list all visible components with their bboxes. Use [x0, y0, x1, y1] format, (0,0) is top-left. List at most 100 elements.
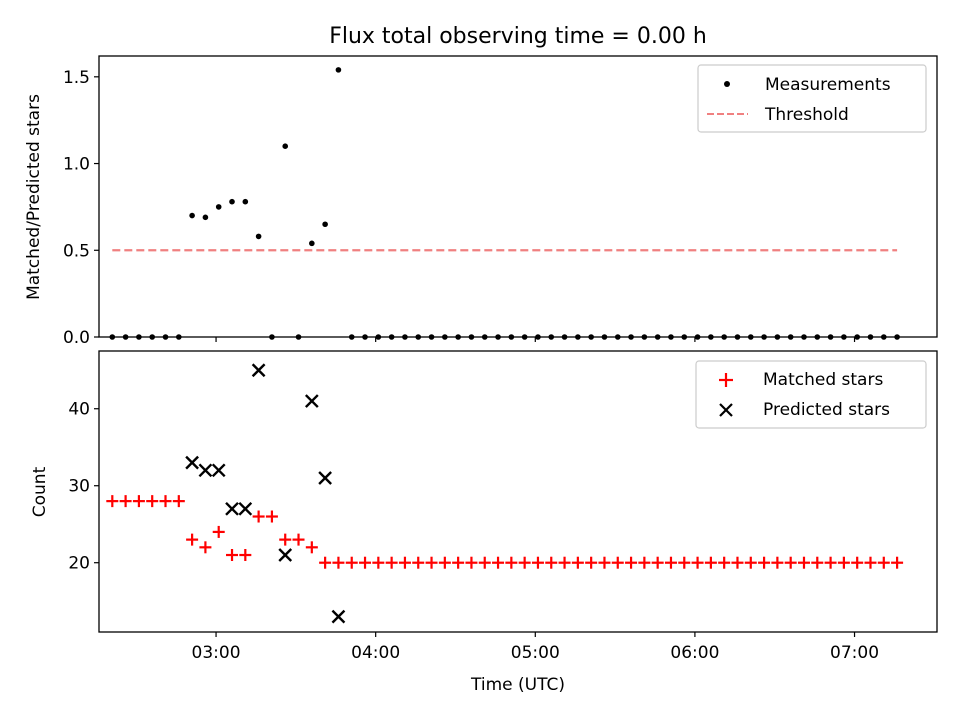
matched-star-point — [598, 556, 611, 569]
matched-star-point — [571, 556, 584, 569]
top-legend: Measurements Threshold — [697, 64, 927, 133]
measurement-point — [202, 214, 209, 221]
bottom-legend: Matched stars Predicted stars — [695, 360, 927, 429]
legend-predicted-marker — [719, 403, 733, 417]
matched-star-point — [106, 495, 119, 508]
matched-star-point — [252, 510, 265, 523]
measurement-point — [255, 233, 262, 240]
top-ytick-label: 1.0 — [63, 155, 90, 175]
matched-star-point — [372, 556, 385, 569]
matched-star-point — [744, 556, 757, 569]
matched-star-point — [704, 556, 717, 569]
matched-star-point — [651, 556, 664, 569]
matched-star-point — [398, 556, 411, 569]
legend-measurements-marker — [724, 81, 730, 87]
bottom-ytick-label: 40 — [68, 400, 90, 420]
top-ticks: 0.0 0.5 1.0 1.5 — [63, 68, 856, 348]
matched-star-point — [212, 525, 225, 538]
matched-star-point — [279, 533, 292, 546]
matched-star-point — [159, 495, 172, 508]
matched-star-point — [718, 556, 731, 569]
matched-star-point — [172, 495, 185, 508]
matched-star-point — [558, 556, 571, 569]
measurement-point — [335, 67, 342, 73]
bottom-xtick-label: 04:00 — [351, 643, 400, 663]
predicted-star-point — [304, 394, 319, 408]
matched-star-point — [824, 556, 837, 569]
top-panel: 0.0 0.5 1.0 1.5 Matched/Predicted stars Mea… — [24, 55, 938, 348]
matched-star-point — [531, 556, 544, 569]
matched-star-point — [199, 541, 212, 554]
matched-star-point — [625, 556, 638, 569]
measurement-point — [229, 198, 235, 205]
predicted-star-point — [251, 363, 266, 378]
bottom-ytick-label: 20 — [68, 554, 90, 574]
predicted-star-point — [331, 609, 346, 624]
predicted-star-point — [278, 548, 293, 562]
bottom-xtick-label: 05:00 — [511, 643, 560, 663]
matched-star-point — [438, 556, 451, 569]
measurement-point — [215, 204, 222, 210]
matched-star-point — [771, 556, 784, 569]
bottom-axes-frame — [98, 350, 938, 633]
predicted-star-point — [238, 501, 253, 516]
legend-measurements-label: Measurements — [765, 75, 891, 95]
bottom-panel: 20 30 40 03:00 04:00 05:00 06:00 07:00 Count Ti… — [30, 350, 938, 695]
matched-star-point — [797, 556, 810, 569]
matched-star-point — [226, 549, 239, 562]
bottom-xlabel: Time (UTC) — [470, 675, 565, 695]
matched-star-point — [505, 556, 518, 569]
matched-star-point — [678, 556, 691, 569]
matched-star-point — [425, 556, 438, 569]
matched-star-point — [758, 556, 771, 569]
predicted-star-point — [225, 501, 239, 516]
matched-star-point — [784, 556, 797, 569]
matched-star-point — [319, 556, 332, 569]
measurement-point — [242, 198, 249, 205]
measurement-point — [282, 143, 289, 149]
matched-star-point — [837, 556, 850, 569]
predicted-star-point — [318, 471, 332, 485]
measurement-point — [322, 221, 328, 228]
bottom-ytick-label: 30 — [68, 477, 90, 497]
matched-star-point — [452, 556, 465, 569]
bottom-ylabel: Count — [30, 466, 50, 517]
matched-star-point — [119, 495, 132, 508]
bottom-ticks: 20 30 40 03:00 04:00 05:00 06:00 07:00 — [68, 400, 879, 663]
matched-star-point — [239, 549, 252, 562]
bottom-marks — [106, 363, 904, 624]
matched-star-point — [611, 556, 624, 569]
matched-star-point — [877, 556, 890, 569]
matched-star-point — [146, 495, 159, 508]
top-ytick-label: 0.0 — [63, 328, 90, 348]
matched-star-point — [492, 556, 505, 569]
matched-star-point — [638, 556, 651, 569]
top-ytick-label: 0.5 — [63, 241, 90, 261]
matched-star-point — [478, 556, 491, 569]
matched-star-point — [864, 556, 877, 569]
matched-star-point — [518, 556, 531, 569]
matched-star-point — [664, 556, 677, 569]
matched-star-point — [691, 556, 704, 569]
top-ylabel: Matched/Predicted stars — [24, 94, 44, 300]
matched-star-point — [412, 556, 425, 569]
legend-threshold-label: Threshold — [764, 105, 849, 125]
top-ytick-label: 1.5 — [63, 68, 90, 88]
top-axes-frame — [98, 55, 938, 338]
matched-star-point — [811, 556, 824, 569]
legend-matched-marker — [719, 373, 733, 387]
measurement-point — [189, 212, 195, 219]
matched-star-point — [265, 510, 278, 523]
figure-title: Flux total observing time = 0.00 h — [329, 24, 707, 49]
matched-star-point — [345, 556, 358, 569]
matched-star-point — [465, 556, 478, 569]
matched-star-point — [851, 556, 864, 569]
matched-star-point — [385, 556, 398, 569]
predicted-star-point — [198, 463, 213, 478]
matched-star-point — [585, 556, 598, 569]
matched-star-point — [359, 556, 372, 569]
legend-predicted-label: Predicted stars — [763, 400, 890, 420]
bottom-xtick-label: 03:00 — [192, 643, 241, 663]
predicted-star-point — [185, 455, 199, 470]
